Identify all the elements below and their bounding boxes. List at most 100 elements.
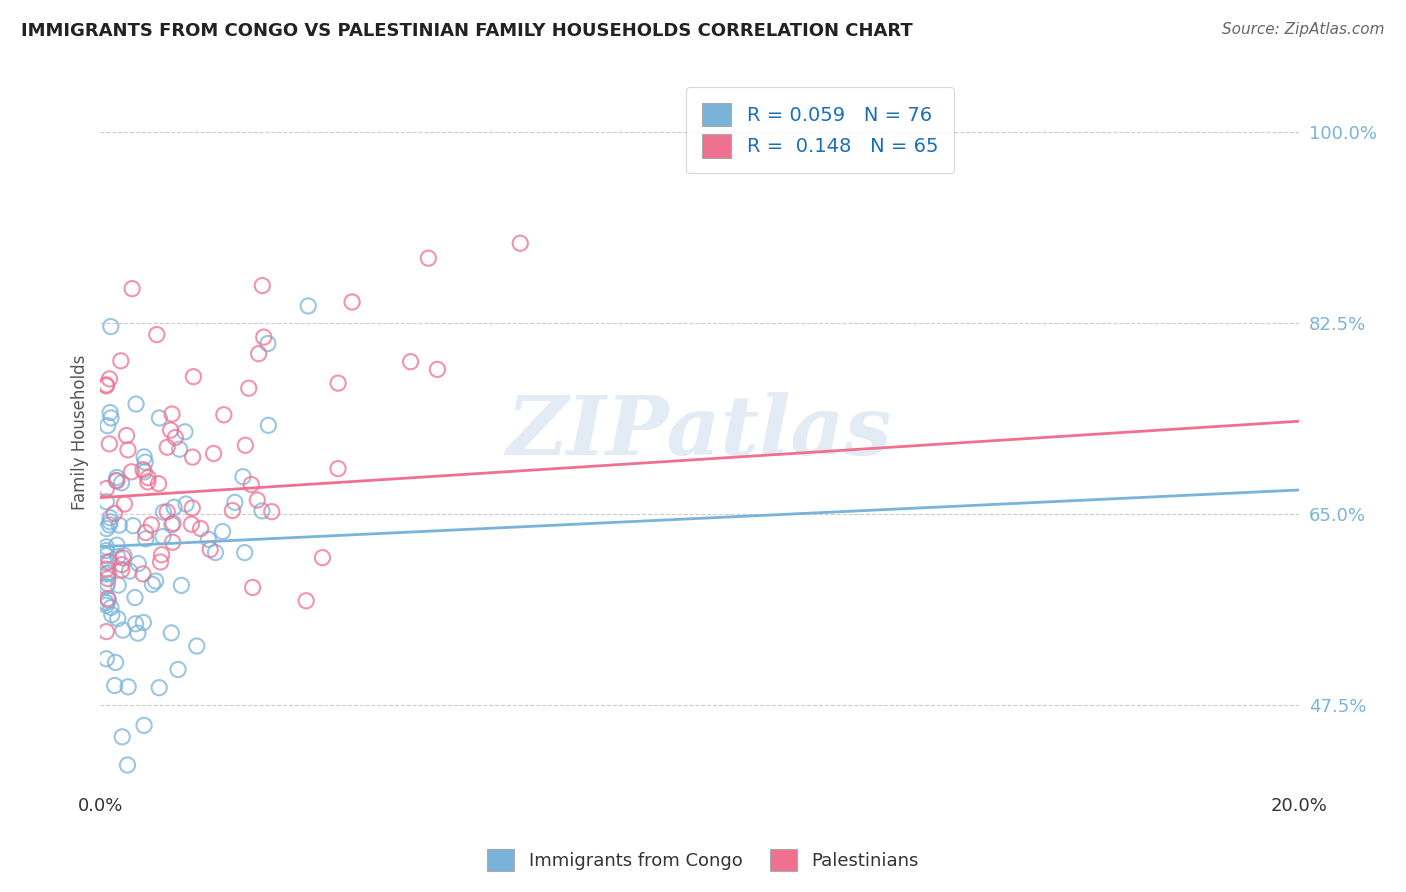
Point bbox=[326, 461, 349, 475]
Point bbox=[181, 450, 204, 464]
Point bbox=[197, 533, 219, 547]
Point bbox=[98, 515, 121, 529]
Point bbox=[221, 503, 243, 517]
Point bbox=[180, 517, 202, 532]
Point bbox=[247, 347, 270, 361]
Point bbox=[98, 510, 121, 524]
Point bbox=[233, 546, 256, 560]
Point bbox=[150, 548, 173, 562]
Point bbox=[107, 578, 129, 592]
Point bbox=[105, 470, 128, 484]
Point bbox=[121, 282, 143, 296]
Point bbox=[152, 530, 174, 544]
Point bbox=[399, 355, 422, 369]
Point bbox=[125, 397, 148, 411]
Point bbox=[96, 377, 118, 392]
Point bbox=[250, 504, 273, 518]
Point bbox=[132, 463, 155, 477]
Point bbox=[110, 353, 132, 368]
Point bbox=[174, 497, 197, 511]
Point bbox=[127, 626, 149, 640]
Point bbox=[162, 535, 184, 549]
Legend: R = 0.059   N = 76, R =  0.148   N = 65: R = 0.059 N = 76, R = 0.148 N = 65 bbox=[686, 87, 953, 174]
Point bbox=[162, 516, 184, 531]
Point bbox=[149, 555, 172, 569]
Point bbox=[509, 236, 531, 251]
Point bbox=[96, 540, 118, 554]
Point bbox=[134, 455, 156, 469]
Point bbox=[156, 505, 179, 519]
Point bbox=[186, 639, 208, 653]
Point bbox=[98, 518, 121, 533]
Point bbox=[97, 591, 120, 606]
Y-axis label: Family Households: Family Households bbox=[72, 354, 89, 510]
Point bbox=[169, 442, 191, 457]
Text: ZIPatlas: ZIPatlas bbox=[508, 392, 893, 472]
Point bbox=[100, 411, 122, 425]
Point bbox=[242, 581, 264, 595]
Point bbox=[105, 474, 128, 488]
Point bbox=[96, 549, 118, 563]
Point bbox=[117, 758, 139, 772]
Point bbox=[96, 379, 118, 393]
Point bbox=[257, 336, 280, 351]
Point bbox=[160, 517, 183, 532]
Point bbox=[96, 596, 118, 610]
Point bbox=[96, 576, 118, 591]
Point bbox=[134, 450, 156, 464]
Point bbox=[104, 678, 127, 692]
Point bbox=[105, 474, 128, 488]
Point bbox=[204, 545, 226, 559]
Point bbox=[108, 518, 131, 533]
Point bbox=[107, 549, 129, 564]
Point bbox=[104, 656, 127, 670]
Point bbox=[132, 615, 155, 630]
Point bbox=[98, 555, 121, 569]
Point bbox=[96, 482, 118, 496]
Point bbox=[97, 418, 120, 433]
Point bbox=[181, 501, 204, 516]
Point bbox=[202, 446, 225, 460]
Point bbox=[96, 580, 118, 594]
Point bbox=[141, 577, 163, 591]
Point bbox=[238, 381, 260, 395]
Point bbox=[96, 522, 118, 536]
Point bbox=[97, 566, 120, 580]
Point bbox=[96, 599, 118, 613]
Point bbox=[118, 564, 141, 578]
Point bbox=[326, 376, 349, 391]
Point bbox=[122, 518, 145, 533]
Point bbox=[98, 437, 121, 451]
Point bbox=[152, 505, 174, 519]
Point bbox=[148, 411, 170, 425]
Point bbox=[120, 465, 142, 479]
Point bbox=[190, 522, 212, 536]
Point bbox=[211, 524, 233, 539]
Point bbox=[117, 442, 139, 457]
Point bbox=[132, 718, 155, 732]
Point bbox=[97, 593, 120, 607]
Point bbox=[98, 372, 121, 386]
Point bbox=[257, 418, 280, 433]
Point bbox=[212, 408, 235, 422]
Point bbox=[156, 440, 179, 454]
Point bbox=[111, 563, 134, 577]
Point bbox=[96, 543, 118, 558]
Point bbox=[170, 578, 193, 592]
Point bbox=[124, 616, 146, 631]
Point bbox=[97, 572, 120, 586]
Point bbox=[96, 624, 118, 639]
Text: Source: ZipAtlas.com: Source: ZipAtlas.com bbox=[1222, 22, 1385, 37]
Point bbox=[96, 566, 118, 581]
Point bbox=[340, 295, 363, 310]
Point bbox=[141, 517, 163, 532]
Point bbox=[426, 362, 449, 376]
Point bbox=[240, 477, 263, 491]
Point bbox=[246, 493, 269, 508]
Point bbox=[111, 623, 134, 637]
Point bbox=[100, 600, 122, 615]
Point bbox=[252, 278, 274, 293]
Point bbox=[124, 591, 146, 605]
Point bbox=[96, 556, 118, 570]
Point bbox=[110, 475, 132, 490]
